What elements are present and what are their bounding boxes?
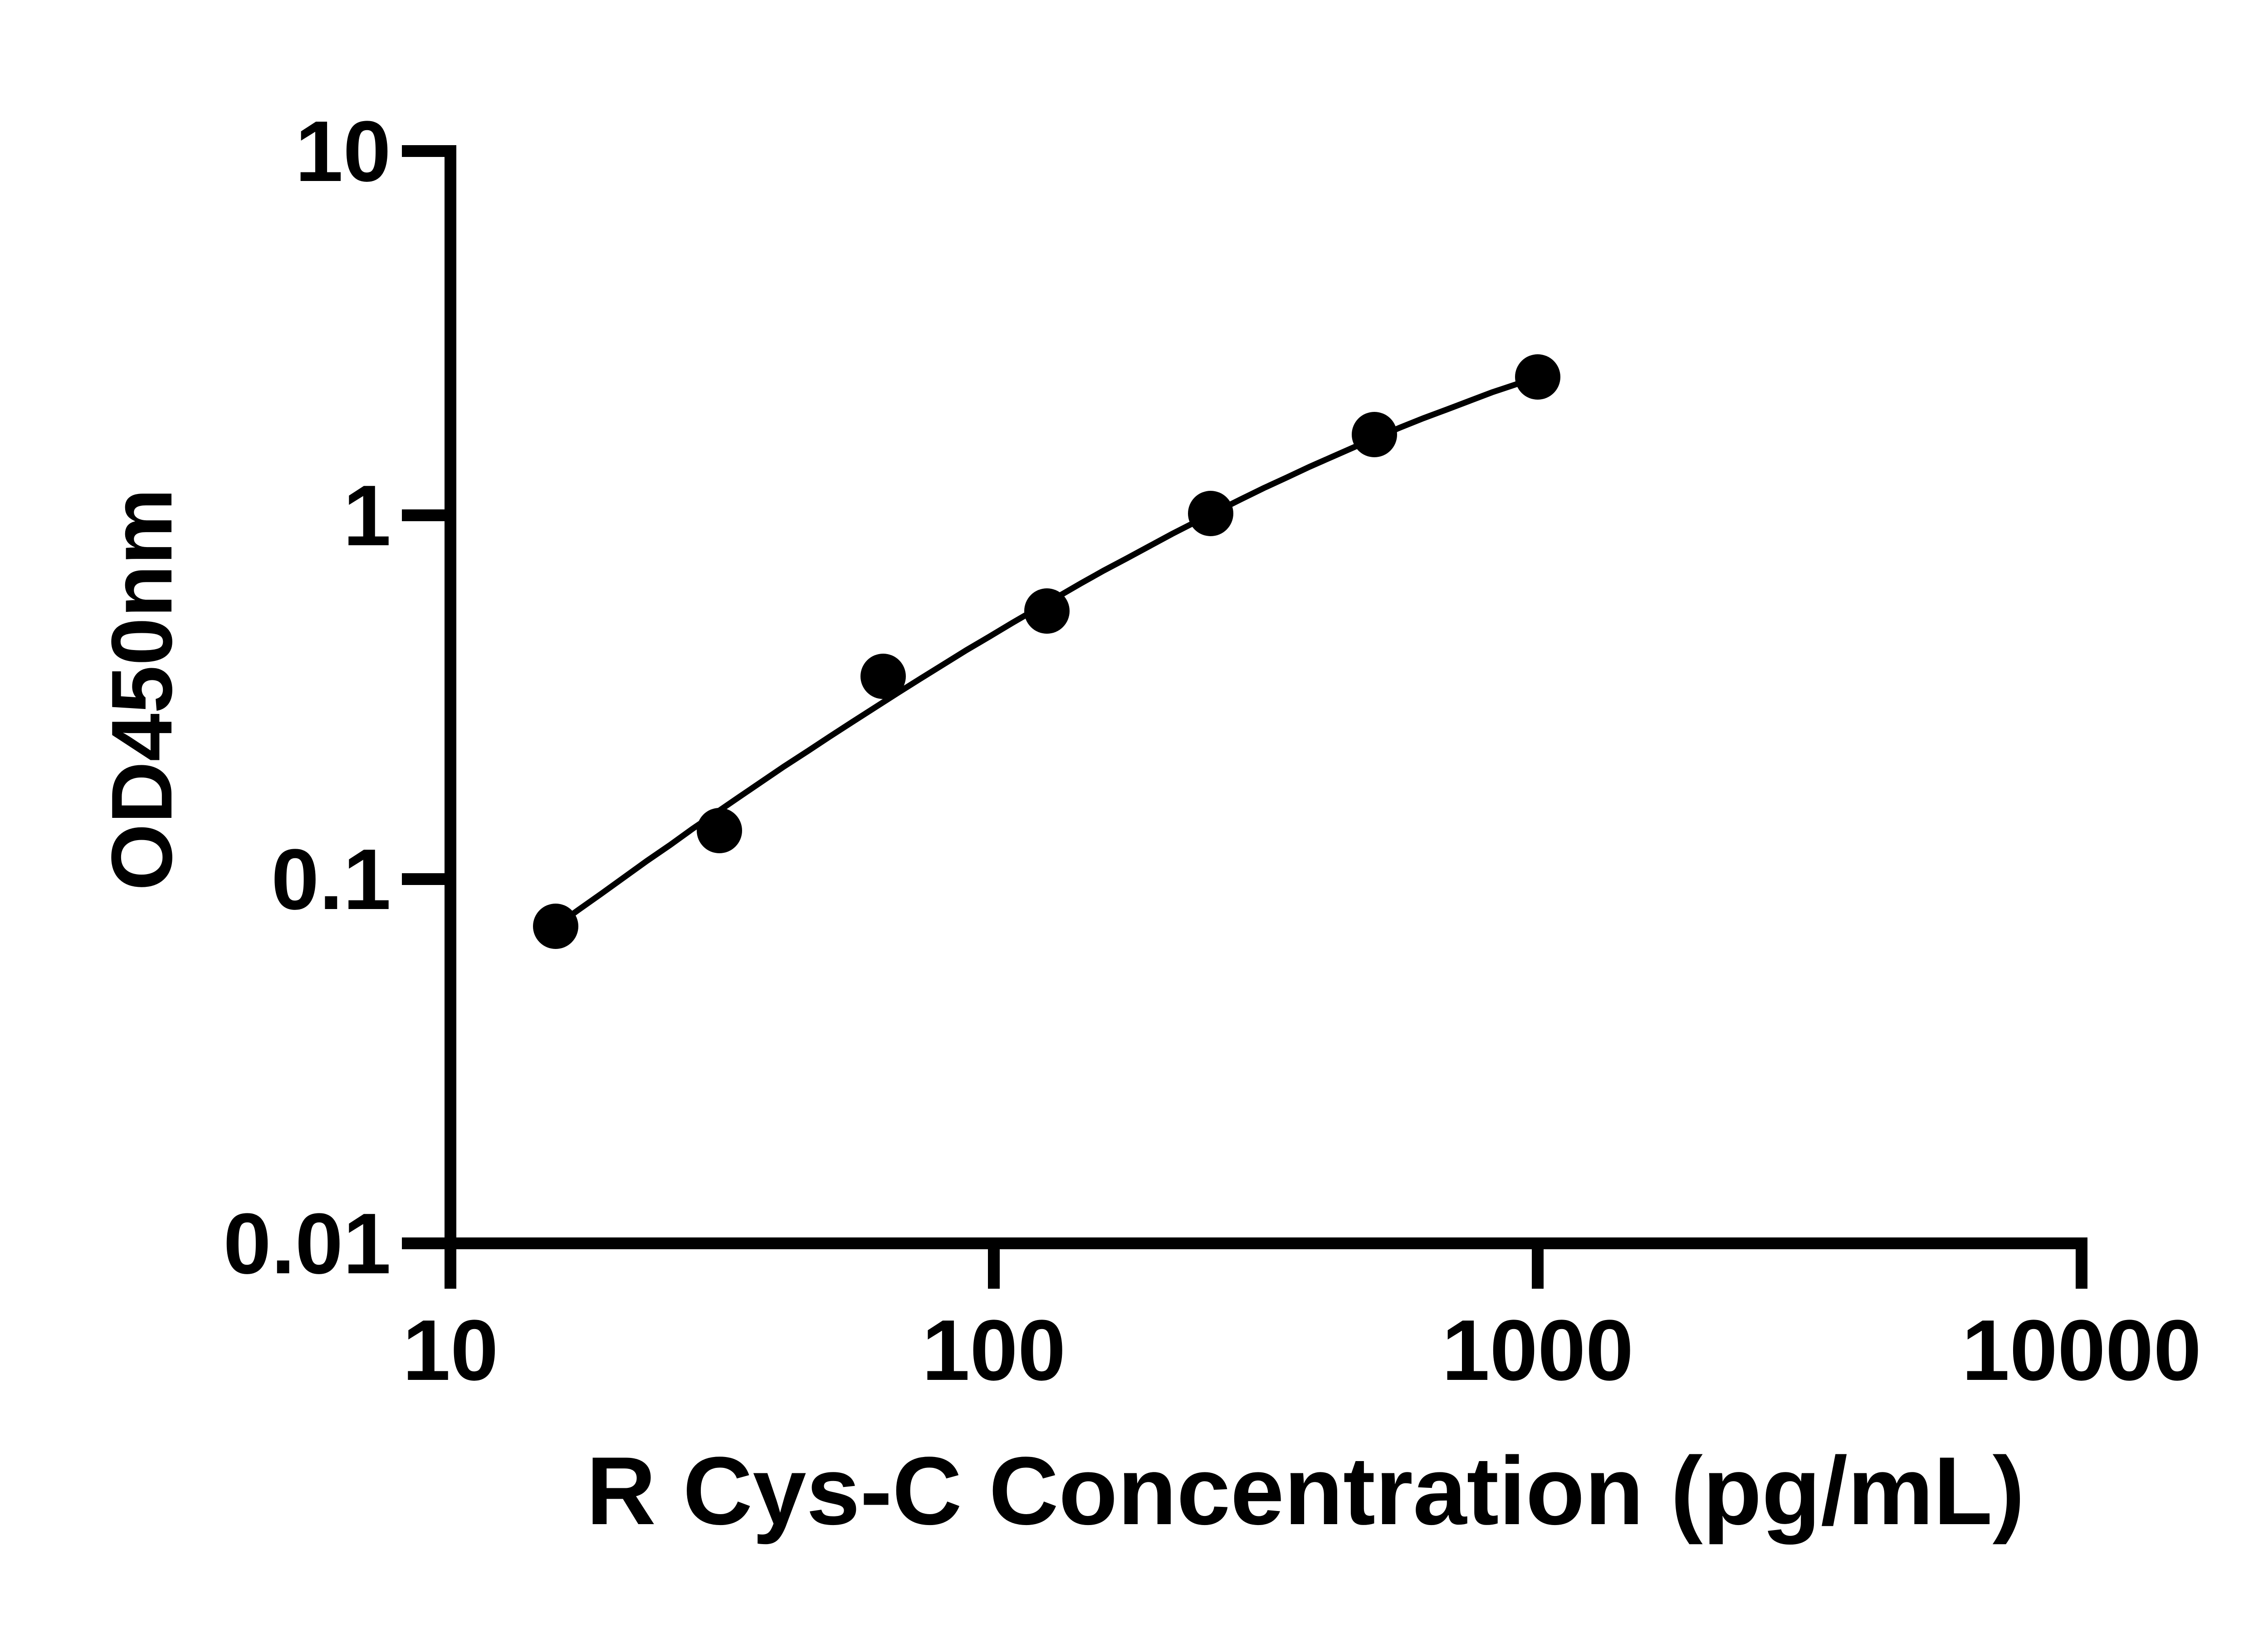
svg-text:0.1: 0.1 — [271, 831, 391, 928]
svg-text:10000: 10000 — [1962, 1302, 2201, 1398]
svg-text:100: 100 — [922, 1302, 1066, 1398]
svg-text:10: 10 — [402, 1302, 498, 1398]
svg-text:R Cys-C Concentration (pg/mL): R Cys-C Concentration (pg/mL) — [586, 1437, 2024, 1545]
svg-text:10: 10 — [295, 103, 391, 200]
svg-text:1: 1 — [343, 468, 391, 564]
svg-text:0.01: 0.01 — [223, 1196, 391, 1292]
svg-text:OD450nm: OD450nm — [94, 488, 190, 890]
svg-text:1000: 1000 — [1442, 1302, 1634, 1398]
